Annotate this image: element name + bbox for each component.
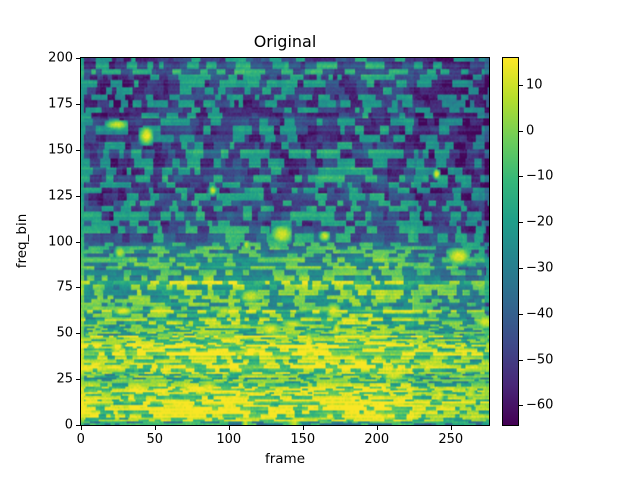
colorbar-tick-mark [519,222,523,224]
colorbar-tick-label: 0 [526,123,535,139]
colorbar-tick-mark [519,359,523,361]
x-tick-label: 150 [290,432,316,447]
y-tick-label: 50 [56,325,73,341]
heatmap-canvas [81,58,489,425]
y-tick-label: 0 [64,417,73,433]
y-tick-label: 200 [48,50,73,66]
colorbar-tick-label: −60 [526,397,554,413]
colorbar-tick-label: −40 [526,306,554,322]
x-tick-mark [376,426,378,430]
y-tick-mark [76,425,80,427]
plot-title: Original [253,32,317,51]
colorbar-tick-label: −10 [526,168,554,184]
y-tick-mark [76,241,80,243]
y-tick-mark [76,195,80,197]
colorbar [502,57,519,426]
y-tick-label: 125 [48,188,73,204]
x-tick-mark [302,426,304,430]
colorbar-tick-label: 10 [526,77,543,93]
y-tick-mark [76,57,80,59]
y-axis-label: freq_bin [14,213,30,269]
y-tick-label: 175 [48,96,73,112]
y-tick-label: 150 [48,142,73,158]
x-tick-label: 0 [76,432,85,447]
y-tick-mark [76,287,80,289]
x-tick-mark [154,426,156,430]
y-tick-label: 100 [48,234,73,249]
colorbar-tick-mark [519,130,523,132]
y-tick-mark [76,149,80,151]
x-tick-label: 250 [438,432,464,447]
y-tick-mark [76,379,80,381]
x-tick-label: 100 [216,432,242,447]
colorbar-tick-mark [519,405,523,407]
colorbar-tick-mark [519,84,523,86]
colorbar-tick-label: −30 [526,260,554,276]
plot-area [80,57,490,426]
colorbar-tick-mark [519,268,523,270]
x-tick-label: 200 [364,432,390,447]
x-tick-mark [450,426,452,430]
y-tick-mark [76,333,80,335]
colorbar-tick-label: −20 [526,214,554,230]
y-tick-label: 25 [56,371,73,387]
x-tick-mark [228,426,230,430]
x-tick-label: 50 [146,432,164,447]
colorbar-tick-mark [519,313,523,315]
colorbar-tick-mark [519,176,523,178]
x-axis-label: frame [264,451,306,467]
x-tick-mark [80,426,82,430]
colorbar-tick-label: −50 [526,352,554,368]
y-tick-mark [76,103,80,105]
y-tick-label: 75 [56,279,73,295]
